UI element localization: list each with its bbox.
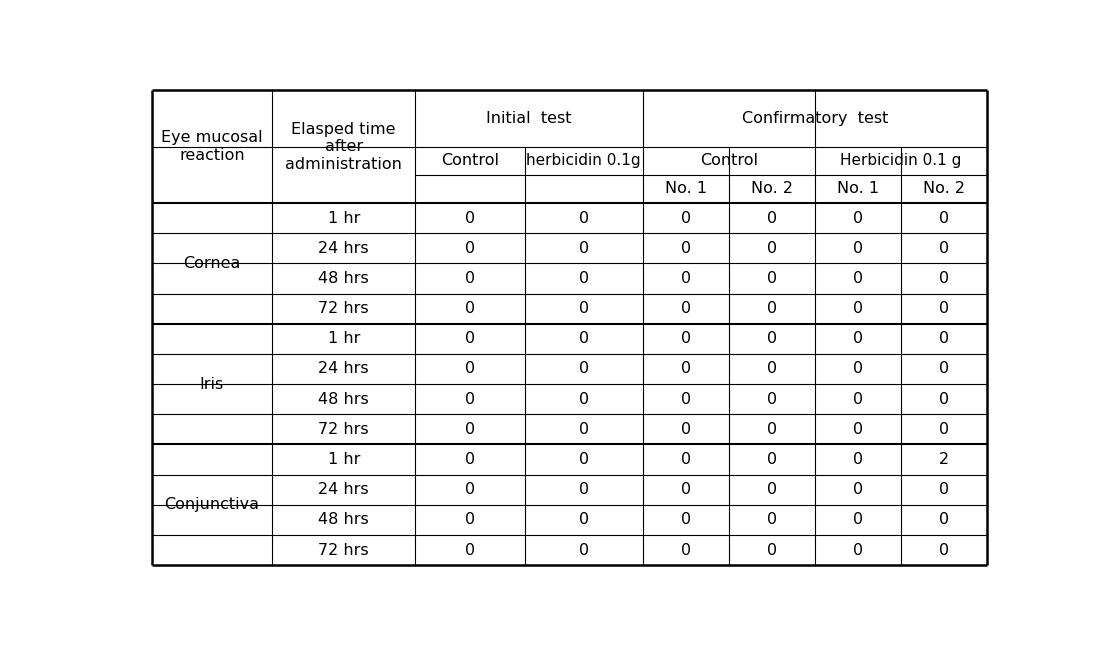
Text: 0: 0 (853, 271, 863, 286)
Text: 0: 0 (853, 543, 863, 557)
Text: Elasped time
after
administration: Elasped time after administration (286, 122, 402, 171)
Text: 0: 0 (681, 482, 691, 497)
Text: 0: 0 (464, 452, 476, 467)
Text: 1 hr: 1 hr (328, 331, 360, 347)
Text: 0: 0 (464, 512, 476, 528)
Text: 0: 0 (853, 301, 863, 316)
Text: 72 hrs: 72 hrs (319, 543, 369, 557)
Text: 0: 0 (464, 482, 476, 497)
Text: 0: 0 (853, 211, 863, 226)
Text: 0: 0 (579, 512, 589, 528)
Text: 0: 0 (767, 452, 777, 467)
Text: 0: 0 (853, 331, 863, 347)
Text: 0: 0 (853, 512, 863, 528)
Text: 48 hrs: 48 hrs (319, 512, 369, 528)
Text: 0: 0 (853, 482, 863, 497)
Text: 0: 0 (767, 271, 777, 286)
Text: 0: 0 (681, 543, 691, 557)
Text: 0: 0 (939, 301, 949, 316)
Text: 0: 0 (579, 452, 589, 467)
Text: No. 2: No. 2 (923, 182, 965, 197)
Text: 0: 0 (767, 482, 777, 497)
Text: No. 1: No. 1 (837, 182, 879, 197)
Text: 0: 0 (464, 361, 476, 376)
Text: 0: 0 (939, 543, 949, 557)
Text: 0: 0 (681, 391, 691, 407)
Text: 0: 0 (681, 422, 691, 437)
Text: 0: 0 (464, 301, 476, 316)
Text: 0: 0 (579, 391, 589, 407)
Text: 0: 0 (464, 271, 476, 286)
Text: 0: 0 (853, 241, 863, 256)
Text: 0: 0 (767, 211, 777, 226)
Text: 0: 0 (767, 331, 777, 347)
Text: 0: 0 (579, 301, 589, 316)
Text: Herbicidin 0.1 g: Herbicidin 0.1 g (840, 153, 962, 168)
Text: Iris: Iris (200, 376, 224, 391)
Text: 0: 0 (579, 331, 589, 347)
Text: Control: Control (700, 153, 758, 168)
Text: 0: 0 (939, 271, 949, 286)
Text: 0: 0 (464, 331, 476, 347)
Text: 48 hrs: 48 hrs (319, 391, 369, 407)
Text: 0: 0 (767, 361, 777, 376)
Text: 0: 0 (681, 452, 691, 467)
Text: 0: 0 (853, 391, 863, 407)
Text: 0: 0 (767, 422, 777, 437)
Text: 0: 0 (767, 391, 777, 407)
Text: 24 hrs: 24 hrs (319, 361, 369, 376)
Text: 0: 0 (681, 241, 691, 256)
Text: 0: 0 (681, 361, 691, 376)
Text: 48 hrs: 48 hrs (319, 271, 369, 286)
Text: Eye mucosal
reaction: Eye mucosal reaction (161, 130, 262, 163)
Text: Cornea: Cornea (183, 256, 241, 271)
Text: 24 hrs: 24 hrs (319, 482, 369, 497)
Text: 72 hrs: 72 hrs (319, 422, 369, 437)
Text: 0: 0 (853, 422, 863, 437)
Text: 0: 0 (853, 452, 863, 467)
Text: 0: 0 (579, 482, 589, 497)
Text: 1 hr: 1 hr (328, 211, 360, 226)
Text: 0: 0 (579, 211, 589, 226)
Text: 0: 0 (767, 543, 777, 557)
Text: 0: 0 (579, 271, 589, 286)
Text: 1 hr: 1 hr (328, 452, 360, 467)
Text: 0: 0 (939, 211, 949, 226)
Text: 0: 0 (579, 361, 589, 376)
Text: Control: Control (441, 153, 499, 168)
Text: 0: 0 (681, 271, 691, 286)
Text: 0: 0 (767, 301, 777, 316)
Text: 24 hrs: 24 hrs (319, 241, 369, 256)
Text: Conjunctiva: Conjunctiva (164, 497, 259, 512)
Text: 0: 0 (464, 391, 476, 407)
Text: 0: 0 (681, 512, 691, 528)
Text: 0: 0 (939, 512, 949, 528)
Text: Confirmatory  test: Confirmatory test (742, 111, 888, 126)
Text: 0: 0 (681, 331, 691, 347)
Text: 0: 0 (939, 482, 949, 497)
Text: 0: 0 (681, 211, 691, 226)
Text: 0: 0 (767, 512, 777, 528)
Text: No. 1: No. 1 (664, 182, 707, 197)
Text: 0: 0 (939, 241, 949, 256)
Text: 0: 0 (939, 361, 949, 376)
Text: No. 2: No. 2 (751, 182, 793, 197)
Text: 0: 0 (767, 241, 777, 256)
Text: 0: 0 (464, 422, 476, 437)
Text: 0: 0 (579, 422, 589, 437)
Text: 2: 2 (939, 452, 949, 467)
Text: 0: 0 (939, 331, 949, 347)
Text: 0: 0 (939, 422, 949, 437)
Text: 0: 0 (939, 391, 949, 407)
Text: 0: 0 (681, 301, 691, 316)
Text: Initial  test: Initial test (487, 111, 572, 126)
Text: 72 hrs: 72 hrs (319, 301, 369, 316)
Text: 0: 0 (579, 241, 589, 256)
Text: 0: 0 (464, 211, 476, 226)
Text: 0: 0 (464, 241, 476, 256)
Text: herbicidin 0.1g: herbicidin 0.1g (527, 153, 641, 168)
Text: 0: 0 (579, 543, 589, 557)
Text: 0: 0 (853, 361, 863, 376)
Text: 0: 0 (464, 543, 476, 557)
